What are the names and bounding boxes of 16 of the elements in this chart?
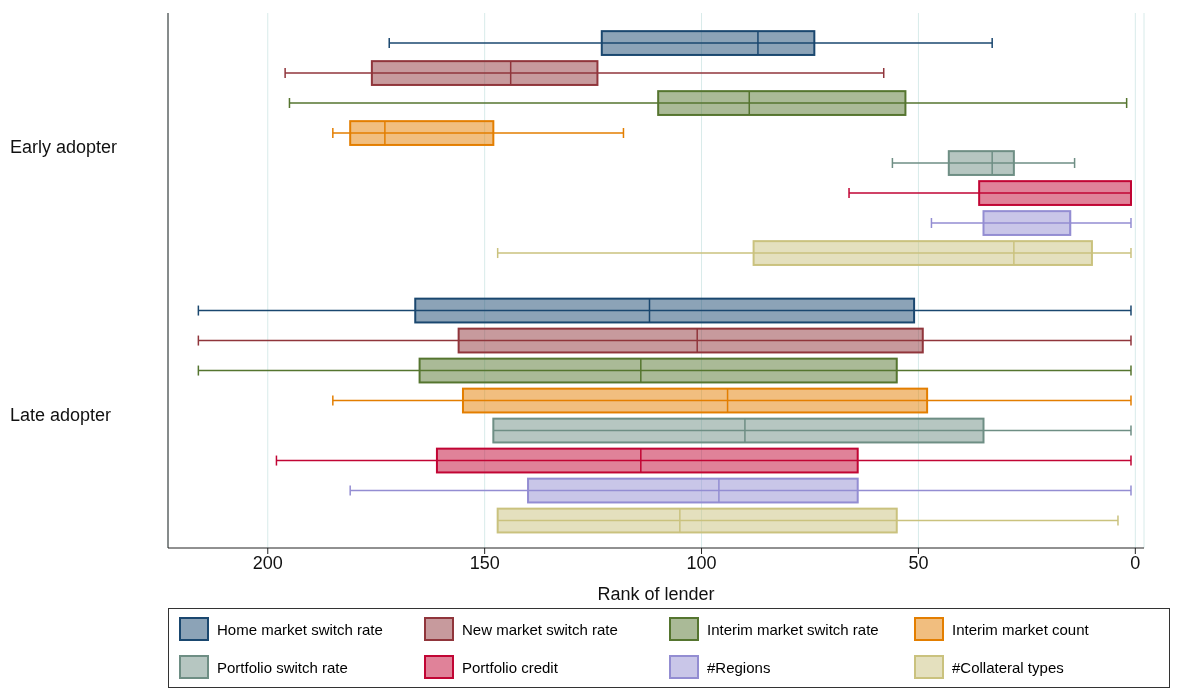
x-axis-title: Rank of lender xyxy=(597,584,715,604)
legend-label: Home market switch rate xyxy=(217,620,383,638)
x-tick-label: 200 xyxy=(252,552,283,573)
legend-label: Interim market switch rate xyxy=(707,620,879,638)
legend-label: Portfolio credit xyxy=(462,658,558,676)
legend-label: #Regions xyxy=(707,658,771,676)
y-tick-label: Early adopter xyxy=(10,137,118,158)
legend-label: Interim market count xyxy=(952,620,1089,638)
legend-label: New market switch rate xyxy=(462,620,618,638)
legend-label: #Collateral types xyxy=(952,658,1064,676)
y-tick-label: Late adopter xyxy=(10,404,112,425)
x-tick-label: 50 xyxy=(908,552,929,573)
legend-label: Portfolio switch rate xyxy=(217,658,348,676)
x-tick-label: 0 xyxy=(1130,552,1141,573)
x-tick-label: 100 xyxy=(686,552,717,573)
x-tick-label: 150 xyxy=(469,552,500,573)
